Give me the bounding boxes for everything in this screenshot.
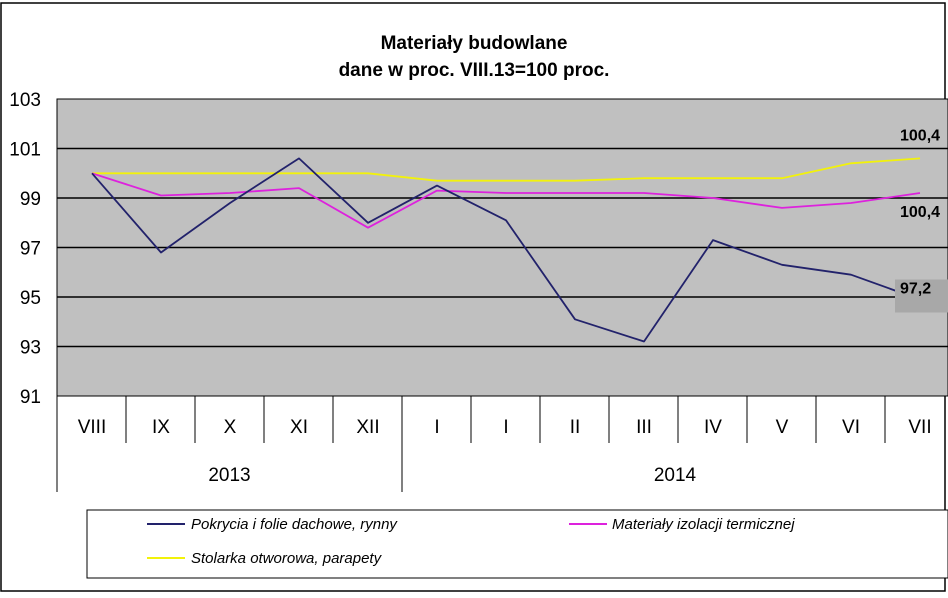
x-tick-label: VI [842,417,860,438]
x-tick-label: I [503,417,508,438]
data-label-bg [895,279,948,313]
y-tick-label: 93 [20,338,41,359]
legend-box [86,509,948,579]
y-tick-label: 97 [20,239,41,260]
x-tick-label: V [776,417,789,438]
year-label: 2013 [208,465,250,486]
y-tick-label: 99 [20,189,41,210]
x-tick-label: I [434,417,439,438]
data-labels: 100,4 100,4 97,2 [895,127,948,313]
legend-label-pokrycia: Pokrycia i folie dachowe, rynny [191,516,398,533]
y-tick-label: 103 [9,90,41,111]
x-tick-label: IV [704,417,722,438]
legend-label-izolacja: Materiały izolacji termicznej [612,516,795,533]
data-label: 100,4 [900,204,940,221]
x-tick-label: XI [290,417,308,438]
data-label: 97,2 [900,280,931,297]
x-tick-label: X [224,417,237,438]
series-lines [91,157,921,343]
x-tick-label: XII [356,417,379,438]
y-axis-ticks: 91 93 95 97 99 101 103 [9,90,41,408]
legend: Pokrycia i folie dachowe, rynny Materiał… [86,509,948,579]
chart-title: Materiały budowlane [381,33,568,54]
x-tick-label: VII [908,417,931,438]
series-line-2 [92,157,921,182]
x-tick-label: II [570,417,581,438]
y-tick-label: 95 [20,288,41,309]
legend-label-stolarka: Stolarka otworowa, parapety [191,550,383,567]
y-tick-label: 91 [20,387,41,408]
x-tick-label: III [636,417,652,438]
series-line-0 [91,157,921,343]
y-tick-label: 101 [9,140,41,161]
chart-subtitle: dane w proc. VIII.13=100 proc. [339,60,610,81]
series-line-1 [91,172,921,229]
data-label: 100,4 [900,127,940,144]
x-tick-label: VIII [78,417,107,438]
x-tick-label: IX [152,417,170,438]
year-label: 2014 [654,465,697,486]
gridlines [57,147,948,348]
